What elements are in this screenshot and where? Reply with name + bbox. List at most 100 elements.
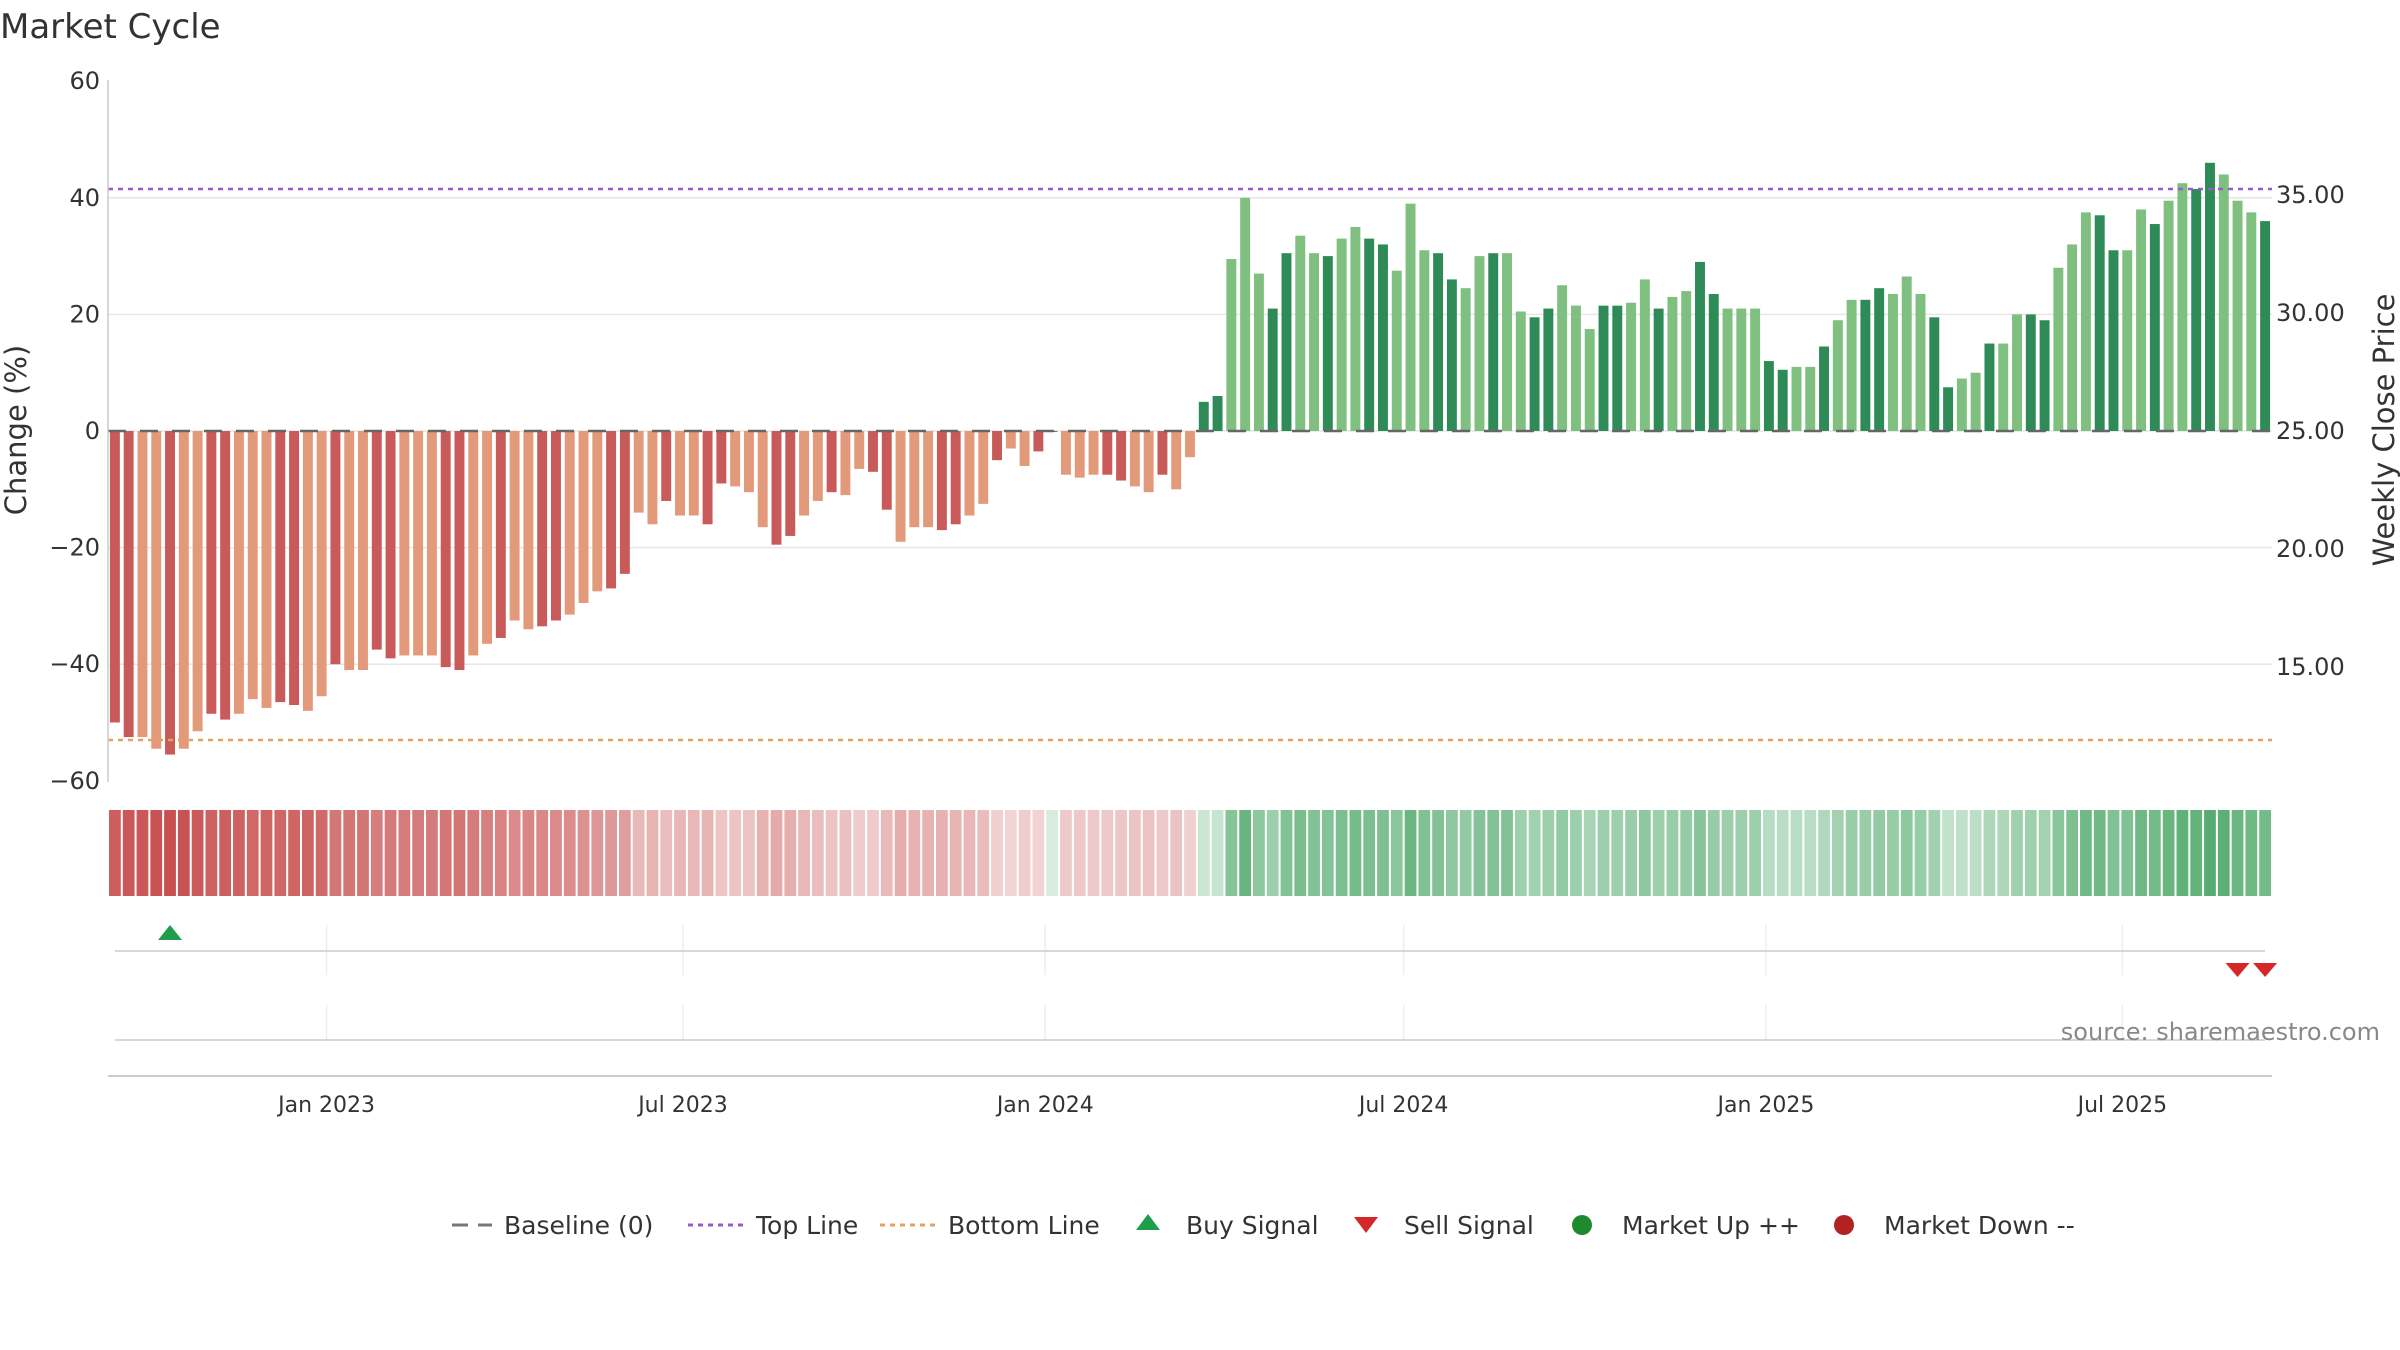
change-bar (2067, 244, 2078, 431)
strip-cell (2148, 810, 2161, 896)
strip-cell (1211, 810, 1224, 896)
strip-cell (1018, 810, 1031, 896)
change-bar (1667, 296, 1678, 431)
change-bar (1598, 305, 1609, 431)
change-bar (440, 431, 451, 668)
change-bar (1695, 261, 1705, 431)
strip-cell (1928, 810, 1941, 896)
strip-cell (1197, 810, 1210, 896)
strip-cell (1321, 810, 1334, 896)
strip-cell (1073, 810, 1086, 896)
change-bar (688, 431, 699, 516)
strip-cell (1611, 810, 1624, 896)
change-bar (1446, 279, 1457, 431)
change-bar (1736, 308, 1747, 431)
change-bar (413, 431, 424, 656)
strip-cell (1280, 810, 1293, 896)
change-bar (992, 431, 1002, 461)
strip-cell (508, 810, 521, 896)
strip-cell (1514, 810, 1527, 896)
strip-cell (908, 810, 921, 896)
strip-cell (1528, 810, 1541, 896)
change-bar (137, 431, 148, 738)
change-bar (619, 431, 630, 574)
change-bar (289, 431, 300, 706)
change-bar (2205, 162, 2215, 431)
change-bar (1653, 308, 1664, 431)
strip-cell (1004, 810, 1017, 896)
strip-cell (288, 810, 300, 896)
change-bar (757, 431, 768, 528)
source-note: source: sharemaestro.com (2061, 1018, 2380, 1046)
strip-cell (687, 810, 700, 896)
change-bar (702, 431, 713, 525)
change-bar (1874, 288, 1885, 431)
strip-cell (301, 810, 314, 896)
change-bar (675, 431, 685, 516)
change-bar (2232, 200, 2243, 431)
change-bar (1033, 431, 1044, 452)
change-bar (2260, 221, 2271, 431)
change-bar (1143, 431, 1154, 493)
change-bar (2246, 212, 2257, 431)
strip-cell (1308, 810, 1320, 896)
strip-cell (494, 810, 507, 896)
strip-cell (2245, 810, 2258, 896)
strip-cell (1955, 810, 1968, 896)
strip-cell (1487, 810, 1500, 896)
change-bar (1681, 291, 1692, 431)
strip-cell (1266, 810, 1279, 896)
change-bar (1253, 273, 1264, 431)
change-bar (2177, 183, 2188, 431)
change-bar (1295, 235, 1306, 431)
strip-cell (315, 810, 328, 896)
strip-cell (177, 810, 190, 896)
strip-cell (1914, 810, 1927, 896)
change-bar (1887, 293, 1898, 431)
strip-cell (867, 810, 879, 896)
strip-cell (1583, 810, 1596, 896)
strip-cell (1790, 810, 1803, 896)
change-bar (1322, 256, 1333, 431)
change-bar (1763, 361, 1774, 431)
change-bar (2080, 212, 2091, 431)
y-left-tick: 60 (69, 67, 100, 95)
strip-cell (2162, 810, 2175, 896)
strip-cell (1032, 810, 1045, 896)
strip-cell (1887, 810, 1899, 896)
change-bar (1433, 253, 1444, 431)
change-bar (1626, 302, 1637, 431)
change-bar (509, 431, 520, 621)
change-bar (1185, 431, 1195, 458)
change-bar (1060, 431, 1071, 475)
x-tick-label: Jan 2023 (276, 1093, 375, 1118)
change-bar (1116, 431, 1127, 481)
change-bar (399, 431, 410, 656)
change-bar (2025, 314, 2036, 431)
change-bar (2094, 215, 2105, 431)
change-bar (2053, 267, 2064, 431)
strip-cell (1156, 810, 1169, 896)
strip-cell (1625, 810, 1637, 896)
strip-cell (536, 810, 549, 896)
legend-label: Market Down -- (1884, 1211, 2075, 1240)
change-bar (1378, 244, 1388, 431)
change-bar (661, 431, 672, 501)
strip-cell (977, 810, 990, 896)
change-bar (1819, 346, 1830, 431)
strip-cell (2259, 810, 2271, 896)
legend-label: Sell Signal (1404, 1211, 1534, 1240)
strip-cell (205, 810, 218, 896)
change-bar (344, 431, 355, 671)
change-bar (550, 431, 561, 621)
strip-cell (1184, 810, 1196, 896)
legend-label: Market Up ++ (1622, 1211, 1800, 1240)
change-bar (261, 431, 272, 708)
strip-cell (1804, 810, 1817, 896)
strip-cell (701, 810, 714, 896)
strip-cell (109, 810, 121, 896)
strip-cell (191, 810, 204, 896)
strip-cell (2121, 810, 2134, 896)
strip-cell (1942, 810, 1954, 896)
